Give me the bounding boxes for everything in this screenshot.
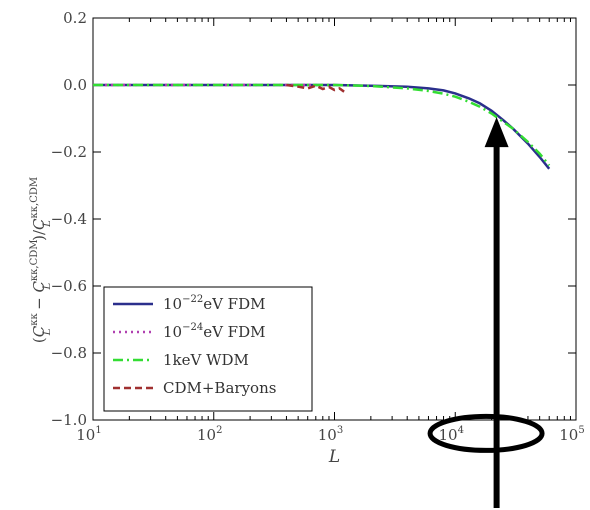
legend-label-base: 10	[163, 295, 182, 313]
ylabel-c1: C	[30, 325, 48, 337]
x-tick-base: 10	[197, 426, 216, 444]
ylabel-close: )/	[30, 229, 48, 241]
legend-label-rest: eV FDM	[203, 323, 265, 341]
x-tick-exponent: 2	[216, 425, 222, 436]
x-tick-label: 101	[76, 425, 101, 444]
legend-label-4: CDM+Baryons	[163, 379, 276, 397]
ylabel-c3: C	[30, 218, 48, 230]
y-tick-label: −0.2	[51, 143, 87, 161]
annotation-layer	[427, 117, 545, 508]
legend-label-rest: eV FDM	[203, 295, 265, 313]
y-axis-label: (CκκL − Cκκ,CDML)/Cκκ,CDML	[29, 177, 53, 343]
x-axis-ticks: 101 102 103 104 105	[76, 18, 585, 444]
x-tick-exponent: 4	[458, 425, 464, 436]
y-tick-label: −0.6	[51, 277, 87, 295]
ylabel-c3-sup: κκ,CDM	[29, 177, 40, 219]
legend-label-3: 1keV WDM	[163, 351, 249, 369]
ylabel-c2-sup: κκ,CDM	[29, 239, 40, 281]
x-tick-exponent: 1	[95, 425, 101, 436]
legend-label-1: 10−22eV FDM	[163, 294, 265, 313]
series-layer	[93, 83, 551, 170]
y-axis-ticks: 0.2 0.0 −0.2 −0.4 −0.6 −0.8 −1.0	[51, 9, 576, 429]
legend-label-base: CDM+Baryons	[163, 379, 276, 397]
legend-label-2: 10−24eV FDM	[163, 322, 265, 341]
legend-label-base: 1keV WDM	[163, 351, 249, 369]
legend-box	[103, 286, 313, 412]
x-tick-label: 105	[559, 425, 584, 444]
ylabel-c3-sub: L	[42, 220, 53, 228]
x-tick-base: 10	[439, 426, 458, 444]
ylabel-minus: −	[30, 293, 48, 315]
y-tick-label: −1.0	[51, 411, 87, 429]
x-tick-base: 10	[76, 426, 95, 444]
x-tick-label: 104	[439, 425, 464, 444]
y-tick-label: 0.2	[63, 9, 87, 27]
x-axis-label: L	[328, 447, 340, 467]
x-tick-label: 102	[197, 425, 222, 444]
x-tick-base: 10	[318, 426, 337, 444]
x-tick-label: 103	[318, 425, 343, 444]
annotation-arrow-head	[484, 117, 509, 148]
y-tick-label: −0.8	[51, 344, 87, 362]
ylabel-c2-sub: L	[42, 282, 53, 290]
ylabel-open-paren: (	[30, 337, 48, 343]
x-tick-base: 10	[559, 426, 578, 444]
ylabel-c1-sub: L	[42, 328, 53, 336]
legend-label-exponent: −22	[182, 294, 203, 305]
legend-label-base: 10	[163, 323, 182, 341]
series-line-4	[286, 83, 345, 93]
annotation-ellipse	[427, 413, 545, 453]
series-line-3	[93, 83, 551, 167]
x-tick-exponent: 3	[337, 425, 343, 436]
legend-label-exponent: −24	[182, 322, 203, 333]
ylabel-c2: C	[30, 281, 48, 293]
series-line-1	[93, 83, 551, 170]
x-tick-exponent: 5	[578, 425, 584, 436]
y-tick-label: −0.4	[51, 210, 87, 228]
y-tick-label: 0.0	[63, 76, 87, 94]
ylabel-c1-sup: κκ	[29, 313, 40, 326]
